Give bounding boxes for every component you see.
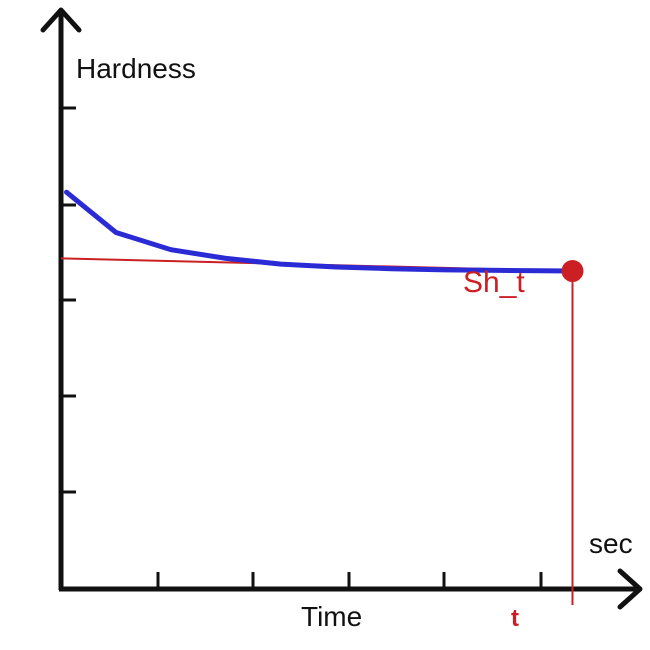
x-unit-label: sec [589, 528, 633, 559]
x-axis-arrowhead [617, 568, 643, 610]
y-axis-arrowhead [40, 7, 82, 33]
hardness-curve [64, 189, 575, 274]
sh-t-label: Sh_t [463, 266, 525, 299]
sh-t-marker [561, 260, 584, 283]
t-label: t [511, 605, 519, 632]
y-axis-label: Hardness [76, 53, 196, 84]
x-axis-label: Time [301, 601, 362, 632]
